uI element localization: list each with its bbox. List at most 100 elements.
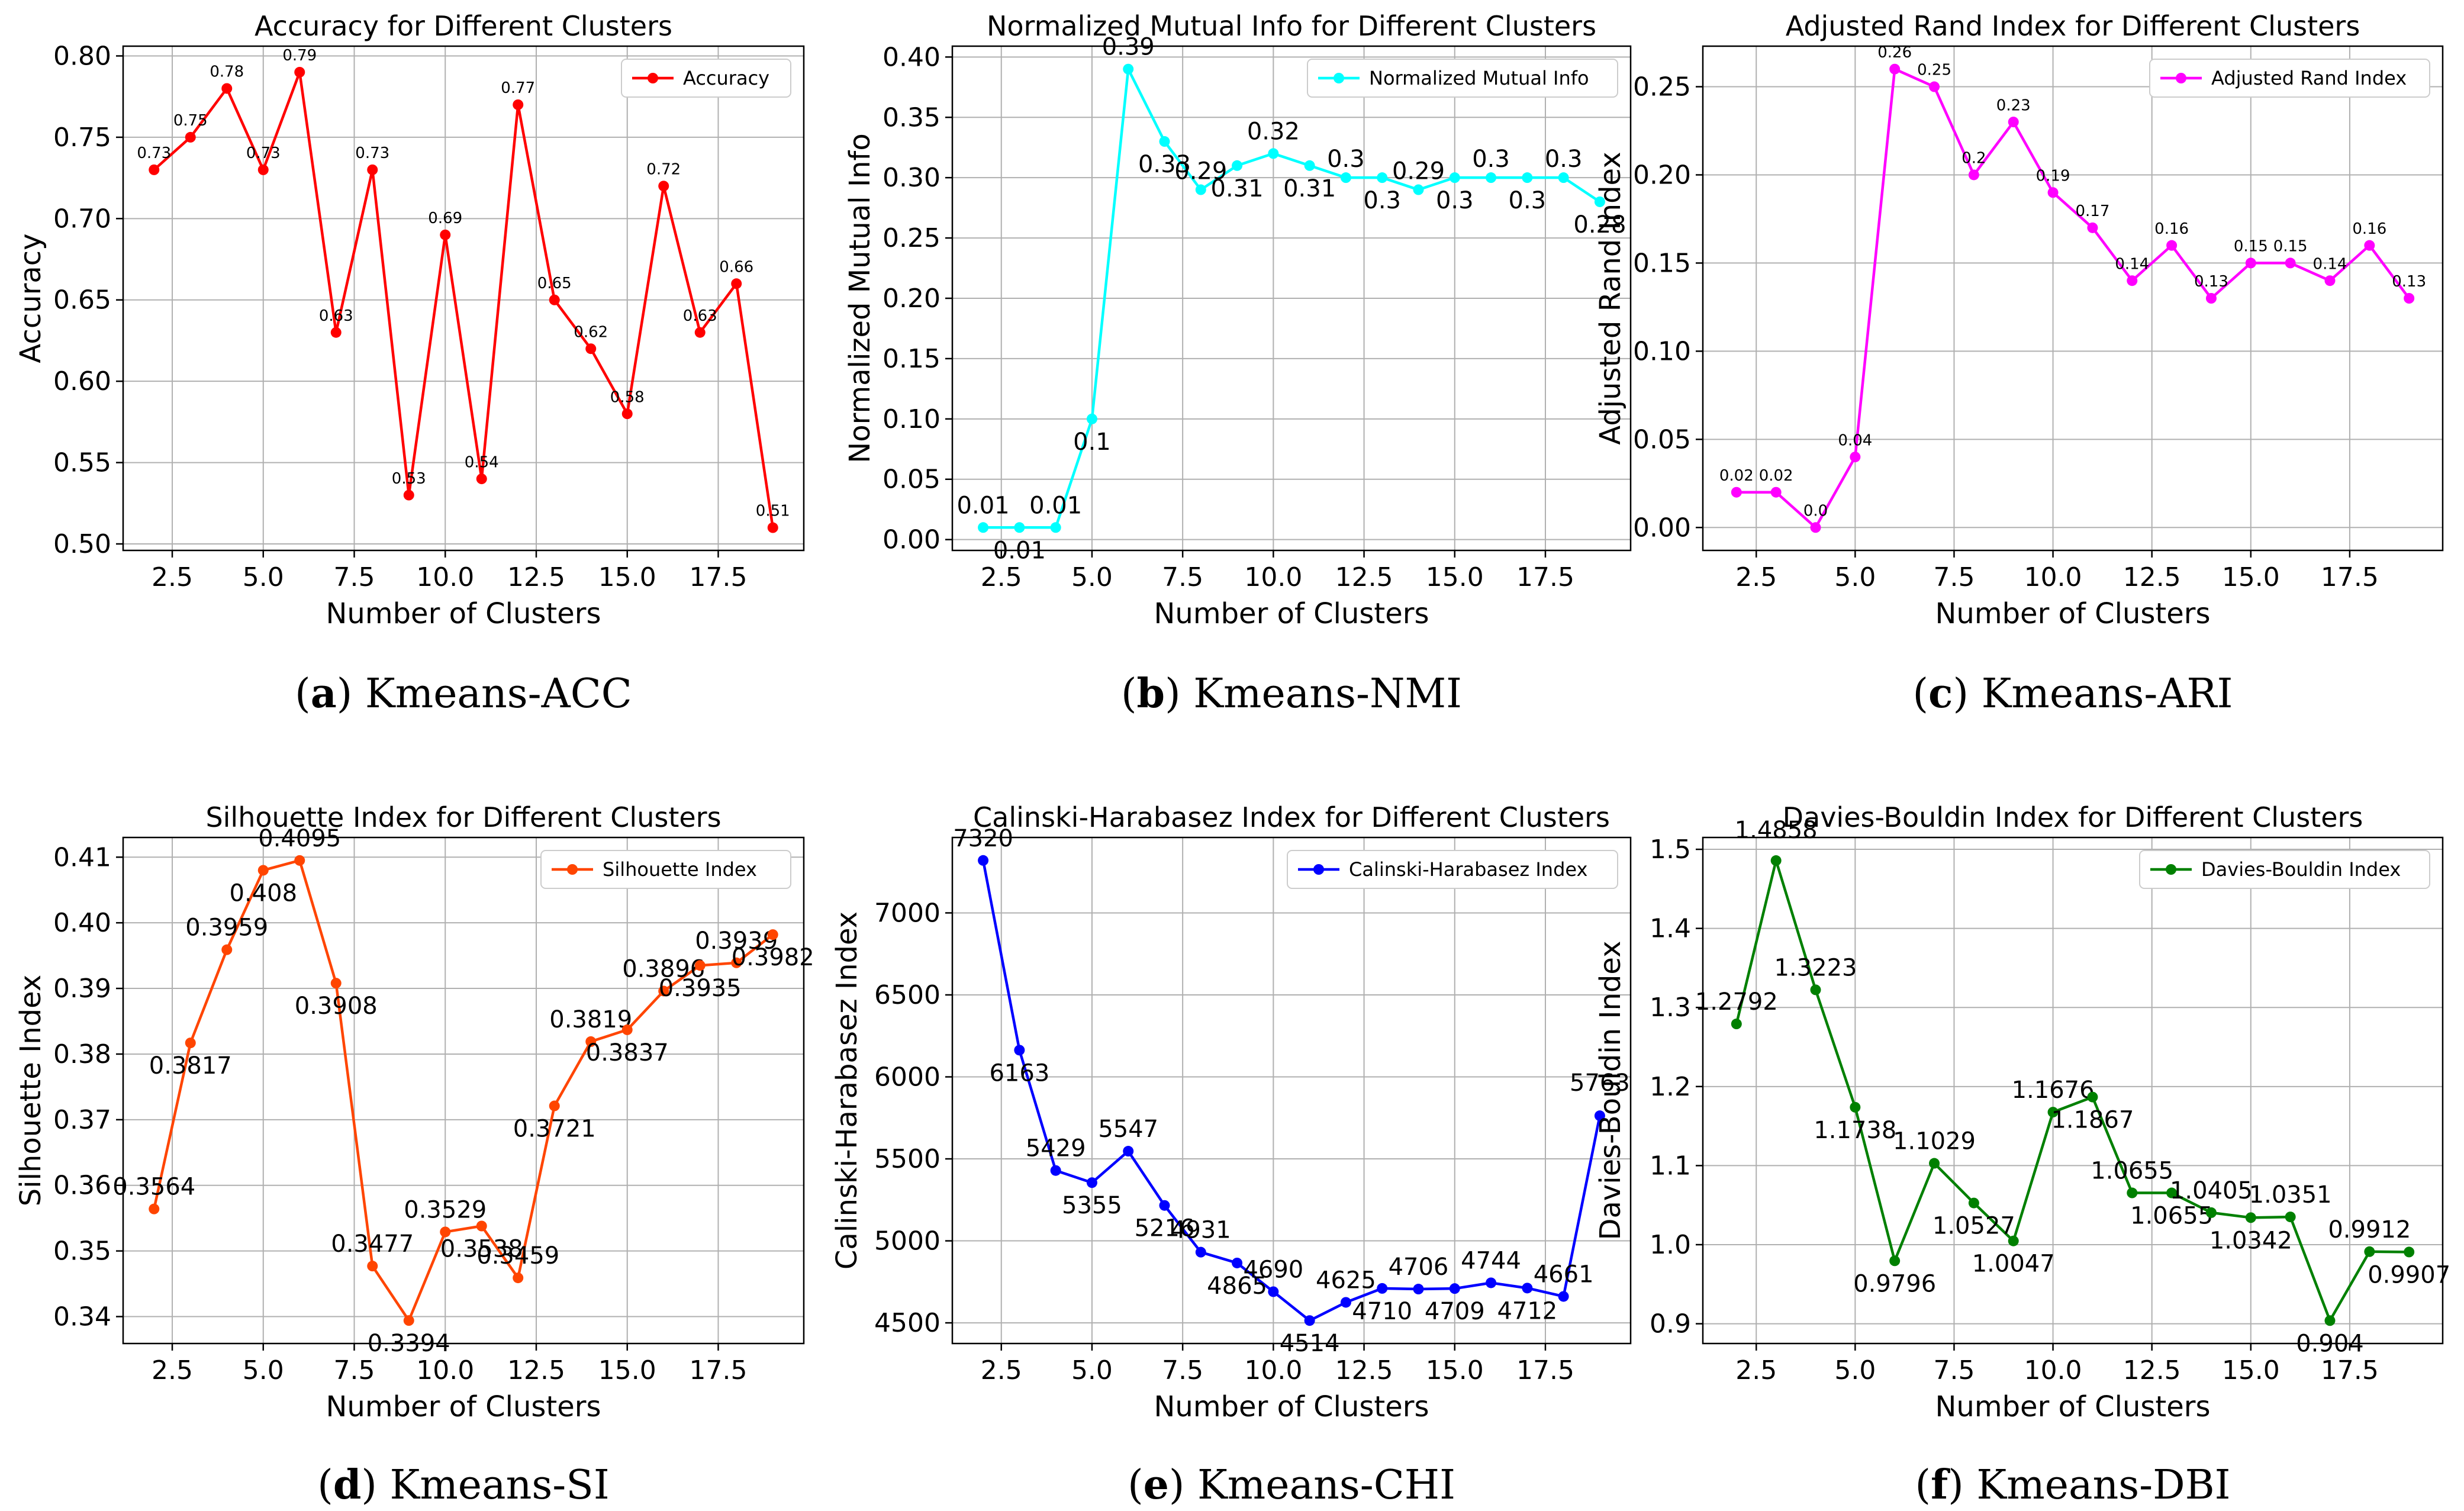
data-label: 0.3721 [513, 1116, 596, 1143]
data-label: 5355 [1062, 1192, 1122, 1219]
y-tick-label: 1.5 [1650, 835, 1691, 865]
y-tick-label: 7000 [874, 898, 940, 928]
data-label: 5547 [1098, 1116, 1158, 1143]
data-label: 0.72 [646, 161, 681, 179]
data-label: 0.14 [2115, 255, 2149, 273]
data-point [1770, 855, 1782, 866]
data-point [1050, 522, 1061, 533]
data-point [1968, 169, 1979, 181]
x-tick-label: 15.0 [598, 562, 656, 592]
data-point [367, 164, 378, 175]
series-line [1736, 67, 2410, 529]
x-tick-label: 2.5 [1735, 562, 1777, 592]
legend-label: Accuracy [683, 67, 769, 89]
data-point [2047, 1107, 2059, 1118]
plot-frame [1702, 45, 2444, 552]
data-point [1413, 1284, 1424, 1295]
data-label: 0.0 [1803, 502, 1828, 520]
y-tick-label: 6500 [874, 980, 940, 1010]
data-label: 0.53 [392, 470, 426, 488]
data-point [2127, 1187, 2138, 1199]
data-point [1968, 1197, 1979, 1209]
y-tick-label: 1.0 [1650, 1230, 1691, 1260]
data-label: 0.3538 [440, 1235, 523, 1262]
legend: Accuracy [621, 59, 791, 98]
y-tick-label: 0.75 [53, 123, 111, 153]
data-label: 0.32 [1247, 118, 1300, 145]
data-label: 0.73 [246, 144, 281, 162]
data-label: 0.31 [1283, 175, 1336, 202]
x-tick-label: 10.0 [416, 562, 474, 592]
data-point [658, 985, 669, 997]
data-point [294, 855, 305, 866]
data-label: 5429 [1026, 1135, 1086, 1162]
x-tick-label: 2.5 [981, 562, 1022, 592]
data-point [1850, 452, 1861, 463]
y-tick-label: 1.3 [1650, 993, 1691, 1023]
data-point [2245, 257, 2256, 269]
data-label: 0.75 [173, 112, 208, 130]
data-label: 0.13 [2392, 273, 2426, 291]
data-point [294, 66, 305, 78]
y-tick-label: 0.41 [53, 842, 111, 872]
data-point [1304, 1315, 1315, 1326]
chart-panel-c: 2.5 5.0 7.5 10.0 12.5 15.0 17.5 0.00 0.05 0.10 0.1… [1594, 10, 2444, 717]
y-tick-label: 0.25 [882, 223, 940, 253]
y-tick-label: 4500 [874, 1308, 940, 1338]
data-point [2047, 187, 2059, 198]
y-axis-label: Silhouette Index [14, 975, 47, 1206]
x-tick-label: 17.5 [1516, 1355, 1574, 1386]
y-tick-label: 0.37 [53, 1105, 111, 1135]
data-point [1268, 1286, 1279, 1297]
chart-title: Accuracy for Different Clusters [255, 10, 672, 42]
data-point [1195, 1246, 1206, 1258]
data-label: 0.25 [1917, 62, 1951, 79]
data-label: 0.16 [2154, 220, 2189, 238]
y-axis-label: Calinski-Harabasez Index [830, 911, 864, 1270]
data-point [1486, 172, 1497, 183]
data-label: 0.3819 [549, 1006, 632, 1033]
y-tick-label: 0.30 [882, 163, 940, 193]
data-label: 0.51 [756, 502, 790, 520]
data-point [1889, 63, 1901, 75]
data-point [658, 181, 669, 192]
data-label: 0.3939 [695, 927, 778, 955]
chart-panel-f: 2.5 5.0 7.5 10.0 12.5 15.0 17.5 0.9 1.0 1.1 1.2 1.3… [1594, 801, 2450, 1509]
chart-title: Calinski-Harabasez Index for Different C… [973, 801, 1610, 833]
x-tick-label: 15.0 [2222, 562, 2280, 592]
legend-label: Normalized Mutual Info [1369, 67, 1589, 89]
data-label: 0.3 [1436, 187, 1474, 214]
y-tick-label: 0.40 [882, 42, 940, 72]
x-tick-label: 10.0 [2024, 562, 2082, 592]
data-label: 0.65 [537, 275, 572, 292]
legend: Davies-Bouldin Index [2139, 850, 2430, 889]
data-label: 1.4858 [1735, 817, 1818, 844]
data-label: 0.33 [1138, 151, 1191, 178]
x-tick-label: 15.0 [2222, 1355, 2280, 1386]
plot-frame [122, 836, 805, 1345]
legend-box [1307, 59, 1618, 98]
data-label: 0.39 [1102, 34, 1155, 61]
data-label: 0.13 [2194, 273, 2228, 291]
figure-caption: (e) Kmeans-CHI [1128, 1461, 1455, 1509]
x-tick-label: 10.0 [1244, 562, 1302, 592]
data-label: 4931 [1171, 1217, 1231, 1244]
data-label: 0.31 [1211, 175, 1264, 202]
data-label: 0.16 [2352, 220, 2386, 238]
data-label: 1.0047 [1972, 1251, 2055, 1278]
legend-marker [2176, 73, 2186, 83]
data-label: 0.02 [1719, 467, 1754, 485]
x-tick-label: 12.5 [507, 1355, 565, 1386]
data-point [257, 865, 269, 876]
x-tick-label: 5.0 [1834, 1355, 1876, 1386]
data-label: 4712 [1497, 1297, 1557, 1325]
data-label: 1.0351 [2249, 1181, 2332, 1209]
data-label: 0.3982 [732, 944, 814, 971]
x-axis-label: Number of Clusters [326, 597, 601, 630]
y-tick-label: 1.4 [1650, 914, 1691, 944]
x-tick-label: 15.0 [1426, 562, 1484, 592]
y-tick-label: 0.10 [882, 404, 940, 434]
data-label: 4661 [1534, 1261, 1594, 1288]
legend-box [2139, 850, 2430, 889]
y-tick-label: 0.25 [1633, 72, 1691, 102]
